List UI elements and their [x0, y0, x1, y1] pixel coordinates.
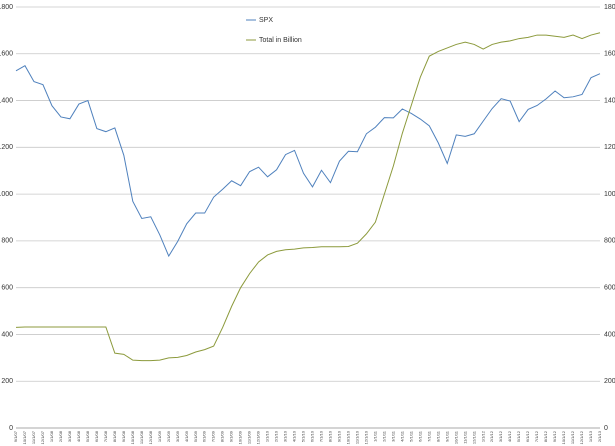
x-tick-label: 4/1/10: [292, 430, 297, 442]
x-tick-label: 4/1/09: [184, 430, 189, 442]
y-tick-label: 400: [1, 331, 13, 338]
x-tick-label: 8/1/12: [543, 430, 548, 442]
x-tick-label: 1/1/08: [49, 430, 54, 442]
series-line: [15, 32, 601, 362]
x-tick-label: 1/1/13: [588, 430, 593, 442]
y2-tick-label: 0: [604, 425, 608, 432]
x-tick-label: 2/1/09: [166, 430, 171, 442]
x-tick-label: 6/1/11: [417, 430, 422, 442]
x-tick-label: 4/1/11: [399, 430, 404, 442]
x-tick-label: 9/1/12: [552, 430, 557, 442]
y2-tick-label: 800: [604, 238, 615, 245]
x-tick-label: 12/1/08: [148, 430, 153, 444]
x-tick-label: 10/1/10: [345, 430, 350, 444]
y2-tick-label: 1600: [604, 51, 615, 58]
x-tick-label: 2/1/08: [58, 430, 63, 442]
x-tick-label: 7/1/11: [426, 430, 431, 442]
y2-tick-label: 600: [604, 285, 615, 292]
x-tick-label: 9/1/08: [121, 430, 126, 442]
x-tick-label: 1/1/09: [157, 430, 162, 442]
x-tick-label: 7/1/12: [534, 430, 539, 442]
x-tick-label: 11/1/10: [354, 430, 359, 444]
x-tick-label: 12/1/10: [363, 430, 368, 444]
x-tick-label: 12/1/09: [256, 430, 261, 444]
x-tick-label: 6/1/09: [202, 430, 207, 442]
x-tick-label: 1/1/11: [372, 430, 377, 442]
y2-tick-label: 1800: [604, 4, 615, 11]
x-tick-label: 7/1/08: [103, 430, 108, 442]
x-tick-label: 8/1/11: [435, 430, 440, 442]
y2-tick-label: 1400: [604, 97, 615, 104]
x-tick-label: 2/1/11: [381, 430, 386, 442]
y2-tick-label: 400: [604, 331, 615, 338]
x-tick-label: 5/1/12: [516, 430, 521, 442]
x-tick-label: 10/1/11: [453, 430, 458, 444]
x-tick-label: 5/1/09: [193, 430, 198, 442]
y-tick-label: 200: [1, 378, 13, 385]
x-tick-label: 6/1/12: [525, 430, 530, 442]
x-tick-label: 8/1/10: [328, 430, 333, 442]
x-tick-label: 3/1/12: [498, 430, 503, 442]
x-tick-label: 10/1/09: [238, 430, 243, 444]
y-tick-label: 800: [1, 238, 13, 245]
x-tick-label: 6/1/10: [310, 430, 315, 442]
x-tick-label: 2/1/13: [597, 430, 602, 442]
y2-tick-label: 1200: [604, 144, 615, 151]
y-tick-label: 1000: [0, 191, 13, 198]
legend-label: Total in Billion: [259, 37, 302, 44]
x-tick-label: 2/1/10: [274, 430, 279, 442]
x-tick-label: 6/1/08: [94, 430, 99, 442]
x-tick-label: 11/1/08: [139, 430, 144, 444]
y-tick-label: 1800: [0, 4, 13, 11]
y-tick-label: 1600: [0, 51, 13, 58]
x-tick-label: 4/1/08: [76, 430, 81, 442]
x-tick-label: 12/1/12: [579, 430, 584, 444]
x-tick-label: 11/1/12: [570, 430, 575, 444]
y-tick-label: 1400: [0, 97, 13, 104]
x-tick-label: 1/1/10: [265, 430, 270, 442]
x-tick-label: 7/1/10: [319, 430, 324, 442]
x-tick-label: 9/1/09: [229, 430, 234, 442]
x-tick-label: 10/1/12: [561, 430, 566, 444]
x-tick-label: 11/1/09: [247, 430, 252, 444]
x-tick-label: 3/1/10: [283, 430, 288, 442]
x-tick-label: 5/1/11: [408, 430, 413, 442]
x-tick-label: 9/1/10: [337, 430, 342, 442]
x-tick-label: 7/1/09: [211, 430, 216, 442]
x-tick-label: 5/1/08: [85, 430, 90, 442]
x-tick-label: 11/1/07: [31, 430, 36, 444]
x-tick-label: 3/1/09: [175, 430, 180, 442]
x-tick-label: 3/1/08: [67, 430, 72, 442]
x-tick-label: 5/1/10: [301, 430, 306, 442]
x-tick-label: 1/1/12: [480, 430, 485, 442]
y2-tick-label: 200: [604, 378, 615, 385]
x-tick-label: 9/1/11: [444, 430, 449, 442]
y-tick-label: 1200: [0, 144, 13, 151]
x-tick-label: 12/1/11: [471, 430, 476, 444]
x-tick-label: 9/1/07: [13, 430, 18, 442]
y2-tick-label: 1000: [604, 191, 615, 198]
x-tick-label: 10/1/08: [130, 430, 135, 444]
y-tick-label: 600: [1, 285, 13, 292]
x-tick-label: 8/1/09: [220, 430, 225, 442]
x-tick-label: 2/1/12: [489, 430, 494, 442]
x-tick-label: 12/1/07: [40, 430, 45, 444]
series-line: [15, 65, 601, 258]
x-tick-label: 3/1/11: [390, 430, 395, 442]
x-tick-label: 4/1/12: [507, 430, 512, 442]
x-tick-label: 11/1/11: [462, 430, 467, 444]
x-tick-label: 10/1/07: [22, 430, 27, 444]
legend-label: SPX: [259, 17, 273, 24]
x-tick-label: 8/1/08: [112, 430, 117, 442]
y-tick-label: 0: [9, 425, 13, 432]
